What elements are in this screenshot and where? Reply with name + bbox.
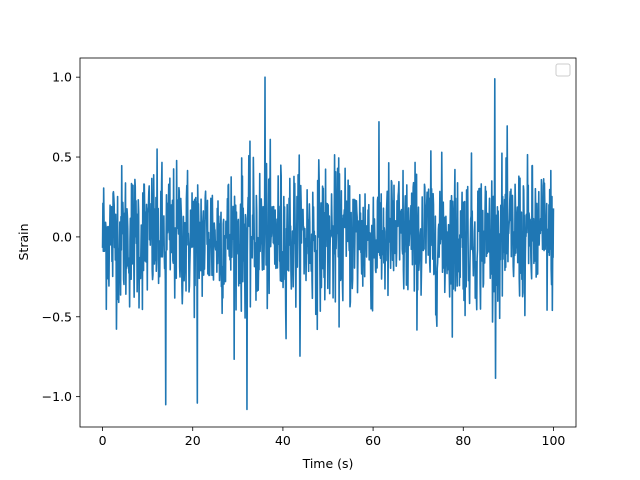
y-axis: −1.0 −0.5 0.0 0.5 1.0 (42, 70, 80, 404)
y-tick-label: 0.0 (52, 229, 72, 244)
y-tick-label: −0.5 (42, 309, 72, 324)
x-tick-label: 100 (542, 433, 566, 448)
x-axis: 0 20 40 60 80 100 (99, 427, 566, 448)
y-tick-label: 1.0 (52, 70, 72, 85)
legend (555, 63, 571, 77)
axes-frame (79, 57, 577, 428)
x-tick-label: 40 (275, 433, 291, 448)
y-tick-label: 0.5 (52, 150, 72, 165)
x-tick-label: 80 (455, 433, 471, 448)
x-tick-label: 60 (365, 433, 381, 448)
x-tick-label: 0 (99, 433, 107, 448)
plot-area (101, 76, 555, 411)
y-tick-label: −1.0 (42, 389, 72, 404)
x-tick-label: 20 (185, 433, 201, 448)
y-axis-label: Strain (16, 223, 31, 260)
strain-series-line (101, 76, 555, 411)
legend-box (555, 63, 571, 77)
x-axis-label: Time (s) (302, 456, 354, 471)
